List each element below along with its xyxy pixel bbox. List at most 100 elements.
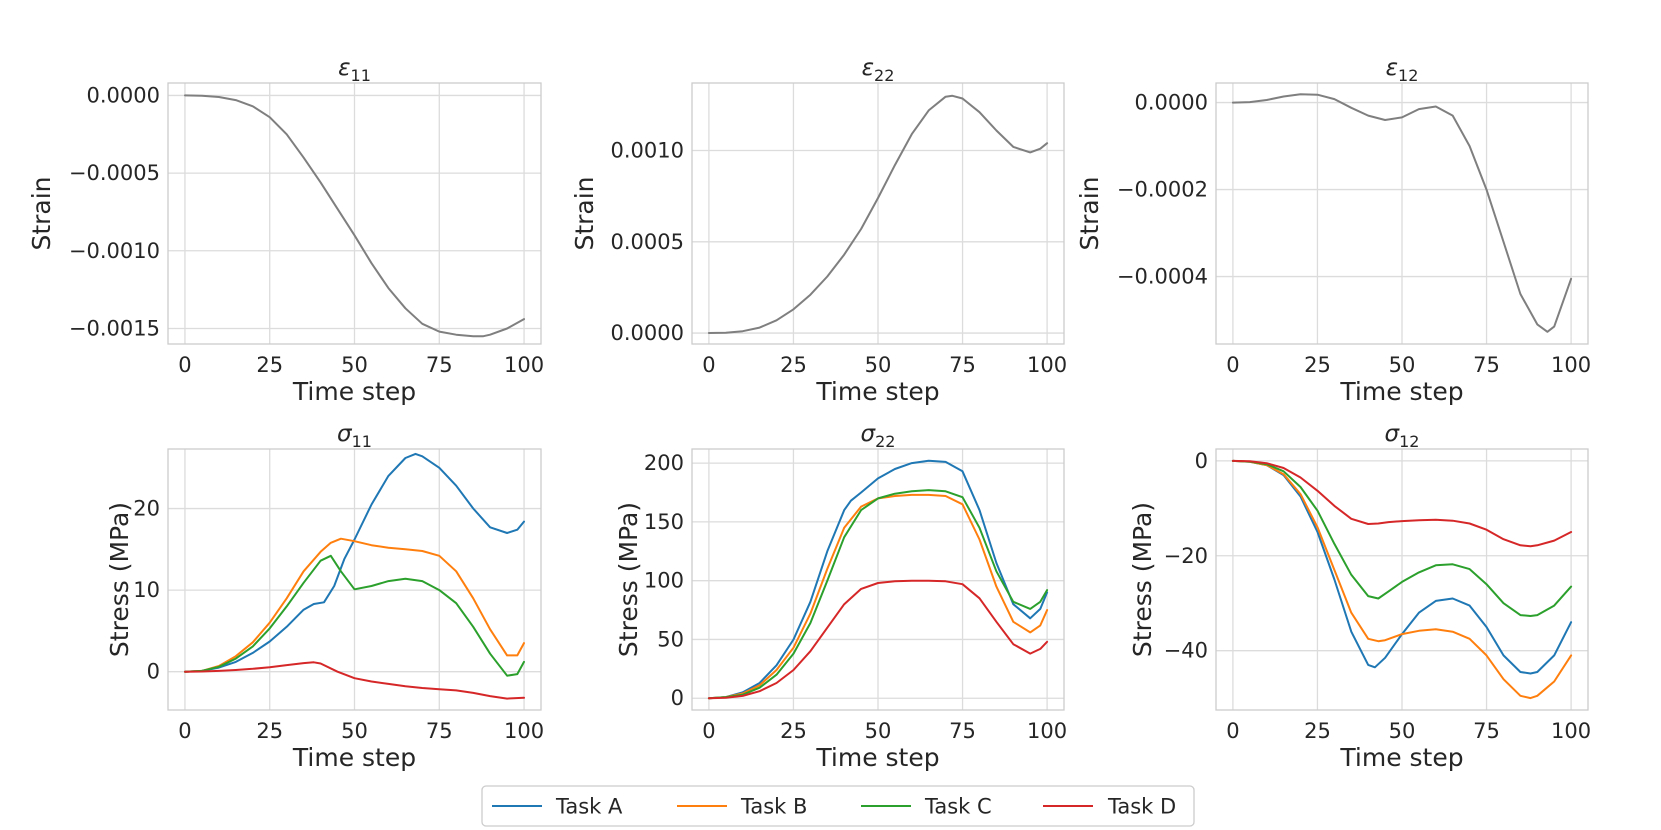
legend-label-task-a: Task A [555,795,623,819]
subplot-sigma22: 0 25 50 75 100 0 50 100 150 200 Time step Stress (M… [614,421,1067,772]
y-tick-label: 0.0010 [611,139,684,163]
plot-frame [1215,448,1589,711]
plot-frame [1215,82,1589,345]
x-tick-label: 0 [702,719,715,743]
legend-item-task-c: Task C [861,795,992,819]
subplot-eps12: 0 25 50 75 100 0.0000 −0.0002 −0.0004 Time step S… [1075,55,1591,406]
x-tick-label: 100 [1027,353,1067,377]
series-line-task-b [1231,459,1573,700]
subplot-title: ε22 [862,55,895,85]
x-tick-label: 0 [1226,719,1239,743]
series-line-task-c [184,554,525,677]
legend-label-task-c: Task C [924,795,992,819]
x-tick-label: 0 [178,719,191,743]
x-tick-label: 25 [1304,353,1331,377]
y-tick-label: 150 [644,510,684,534]
x-tick-label: 100 [504,353,544,377]
x-tick-label: 0 [1226,353,1239,377]
y-tick-label: 0 [147,660,160,684]
series-line-task-c [1231,459,1573,617]
series-line-12 [1231,93,1573,333]
series-line-22 [707,94,1049,334]
y-tick-label: −0.0010 [69,239,160,263]
subplot-sigma11: 0 25 50 75 100 0 10 20 Time step Stress (MPa) σ11 [105,421,544,772]
y-axis-label: Stress (MPa) [105,502,134,657]
series-line-task-b [184,537,525,673]
x-tick-label: 75 [426,719,453,743]
y-tick-label: −20 [1164,544,1208,568]
series-line-task-c [707,489,1049,700]
legend-item-task-b: Task B [677,795,807,819]
series-line-task-a [184,452,525,673]
y-tick-label: 0 [1195,449,1208,473]
x-tick-label: 25 [1304,719,1331,743]
x-tick-label: 75 [426,353,453,377]
y-tick-label: 0.0000 [87,83,160,107]
legend-label-task-b: Task B [740,795,807,819]
y-axis-label: Strain [27,176,56,250]
x-tick-label: 50 [865,353,892,377]
x-tick-label: 100 [1551,353,1591,377]
x-tick-label: 50 [1389,719,1416,743]
x-tick-label: 0 [178,353,191,377]
y-tick-label: 200 [644,451,684,475]
plot-frame [691,448,1065,711]
series-line-task-d [707,579,1049,700]
subplot-sigma12: 0 25 50 75 100 0 −20 −40 Time step Stress (MPa) σ1… [1128,421,1591,772]
y-tick-label: 100 [644,569,684,593]
series-line-task-a [707,459,1049,700]
x-tick-label: 100 [504,719,544,743]
x-axis-label: Time step [1339,377,1463,406]
x-tick-label: 25 [780,719,807,743]
subplot-grid: 0 25 50 75 1000.0000−0.0005−0.0010−0.0015Tim… [27,55,1591,772]
subplot-title: σ11 [337,421,372,451]
x-tick-label: 100 [1027,719,1067,743]
subplot-title: ε12 [1386,55,1419,85]
legend-frame [481,785,1195,827]
x-tick-label: 25 [256,353,283,377]
series-line-task-d [1231,459,1573,548]
x-axis-label: Time step [815,377,939,406]
x-tick-label: 75 [949,353,976,377]
x-axis-label: Time step [292,743,416,772]
legend-item-task-d: Task D [1043,795,1176,819]
series-line-task-b [707,493,1049,700]
x-tick-label: 75 [1473,719,1500,743]
y-tick-label: 0 [671,686,684,710]
y-tick-label: −0.0015 [69,316,160,340]
y-axis-label: Stress (MPa) [1128,502,1157,657]
x-tick-label: 100 [1551,719,1591,743]
y-tick-label: −40 [1164,639,1208,663]
legend-item-task-a: Task A [492,795,623,819]
subplot-title: σ22 [861,421,896,451]
x-axis-label: Time step [815,743,939,772]
x-tick-label: 50 [865,719,892,743]
y-tick-label: −0.0004 [1117,265,1208,289]
legend: Task A Task B Task C Task D [481,785,1195,827]
subplot-title: σ12 [1385,421,1420,451]
y-axis-label: Strain [570,176,599,250]
plot-frame [691,82,1065,345]
plot-frame [167,82,542,345]
y-axis-label: Stress (MPa) [614,502,643,657]
legend-label-task-d: Task D [1107,795,1176,819]
x-tick-label: 25 [780,353,807,377]
y-tick-label: −0.0002 [1117,178,1208,202]
y-axis-label: Strain [1075,176,1104,250]
series-line-11 [184,94,525,338]
x-tick-label: 50 [341,719,368,743]
x-tick-label: 75 [1473,353,1500,377]
x-axis-label: Time step [292,377,416,406]
x-tick-label: 50 [341,353,368,377]
y-tick-label: −0.0005 [69,161,160,185]
y-tick-label: 0.0000 [611,321,684,345]
y-tick-label: 20 [133,497,160,521]
subplot-eps11: 0 25 50 75 100 0.0000 −0.0005 −0.0010 −0.0015 Tim… [27,55,544,406]
x-tick-label: 50 [1389,353,1416,377]
subplot-title: ε11 [338,55,371,85]
plot-frame [167,448,542,711]
subplot-eps22: 0 25 50 75 100 0.0000 0.0005 0.0010 Time step Str… [570,55,1067,406]
y-tick-label: 10 [133,578,160,602]
y-tick-label: 0.0005 [611,230,684,254]
